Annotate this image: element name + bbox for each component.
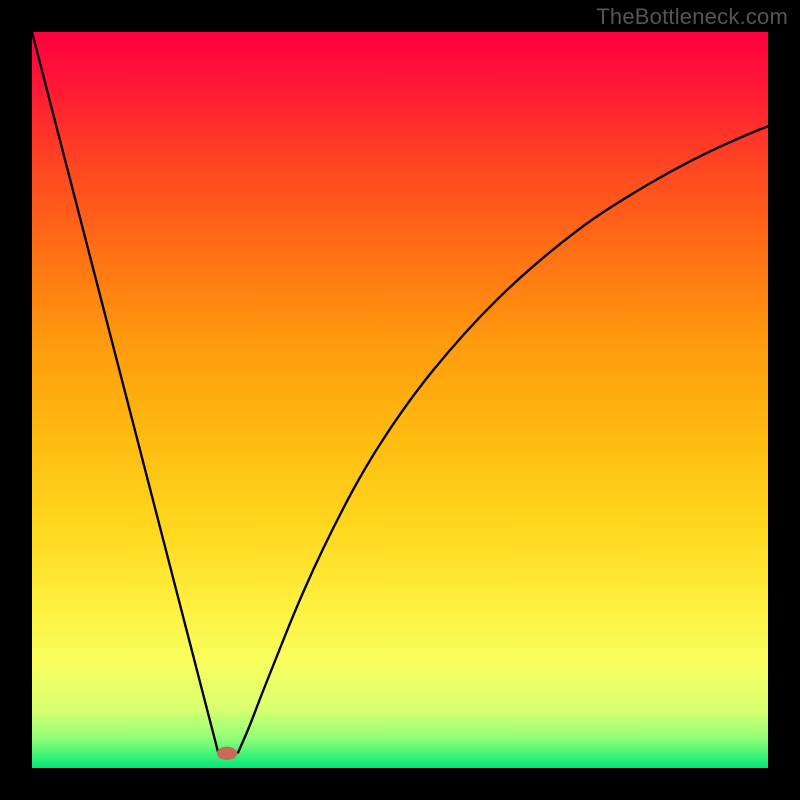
minimum-marker <box>217 747 238 760</box>
chart-svg <box>32 32 768 768</box>
gradient-background <box>32 32 768 768</box>
bottleneck-chart <box>32 32 768 768</box>
chart-container: { "source": "TheBottleneck.com", "chart"… <box>0 0 800 800</box>
watermark-text: TheBottleneck.com <box>596 4 788 30</box>
